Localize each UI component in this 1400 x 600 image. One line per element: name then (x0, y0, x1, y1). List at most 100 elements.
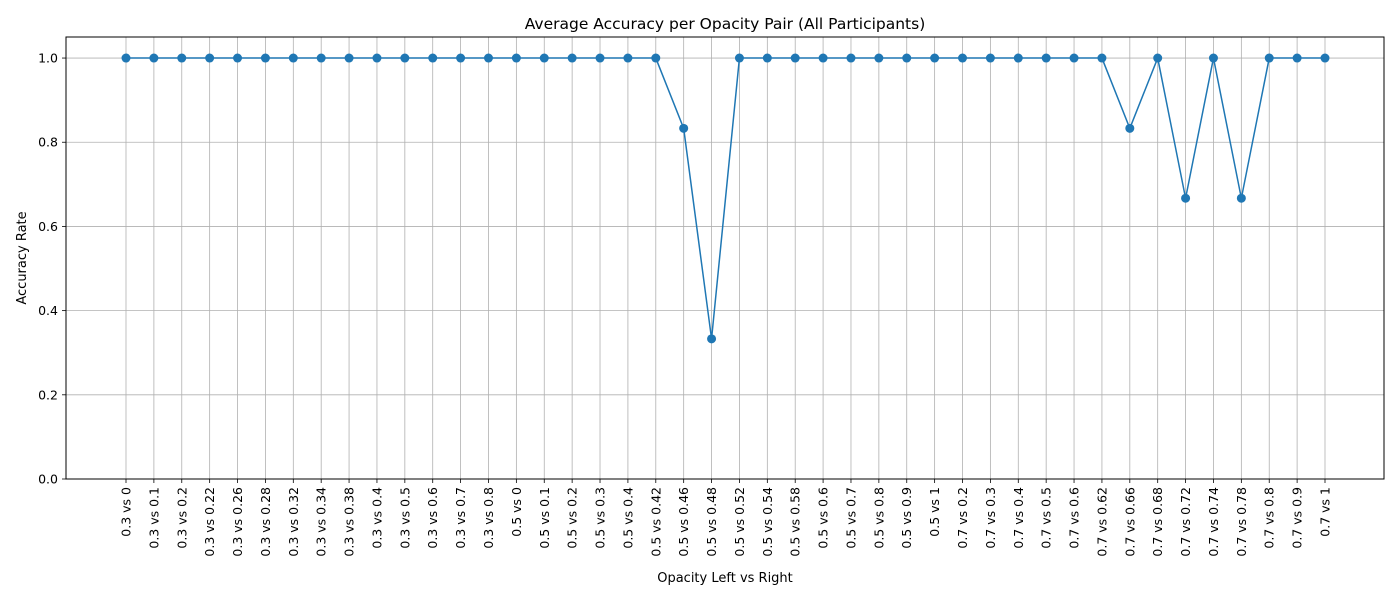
data-point (930, 53, 940, 63)
data-point (623, 53, 633, 63)
x-tick-label: 0.5 vs 0.7 (843, 487, 858, 549)
x-tick-label: 0.7 vs 0.74 (1206, 487, 1221, 557)
data-point (400, 53, 410, 63)
data-point (1069, 53, 1079, 63)
x-tick-label: 0.3 vs 0.8 (481, 487, 496, 549)
x-tick-label: 0.3 vs 0.28 (258, 487, 273, 557)
data-point (177, 53, 187, 63)
data-point (985, 53, 995, 63)
chart-title: Average Accuracy per Opacity Pair (All P… (525, 15, 926, 33)
data-point (902, 53, 912, 63)
plot-frame (65, 36, 1385, 480)
x-tick-label: 0.7 vs 0.68 (1150, 487, 1165, 557)
x-tick-label: 0.3 vs 0.6 (425, 487, 440, 549)
x-tick-label: 0.3 vs 0.4 (369, 487, 384, 549)
x-tick-label: 0.5 vs 0.6 (816, 487, 831, 549)
data-point (679, 123, 689, 133)
grid-lines (66, 37, 1384, 480)
y-tick-label: 0.6 (38, 219, 58, 234)
data-point (762, 53, 772, 63)
data-point (734, 53, 744, 63)
data-point (1320, 53, 1330, 63)
accuracy-line (126, 55, 1325, 339)
x-tick-label: 0.5 vs 0.3 (593, 487, 608, 549)
y-tick-label: 0.4 (38, 303, 58, 318)
x-tick-label: 0.7 vs 0.72 (1178, 487, 1193, 557)
x-tick-label: 0.3 vs 0.7 (453, 487, 468, 549)
data-point (567, 53, 577, 63)
x-tick-label: 0.5 vs 0.48 (704, 487, 719, 557)
data-point (233, 53, 243, 63)
x-tick-label: 0.5 vs 0.46 (676, 487, 691, 557)
data-point (1292, 53, 1302, 63)
x-tick-label: 0.3 vs 0.32 (286, 487, 301, 557)
x-tick-label: 0.7 vs 0.6 (1067, 487, 1082, 549)
x-tick-label: 0.5 vs 0.58 (788, 487, 803, 557)
x-tick-label: 0.3 vs 0.2 (174, 487, 189, 549)
x-tick-label: 0.5 vs 0.42 (648, 487, 663, 557)
data-point (1264, 53, 1274, 63)
x-tick-label: 0.7 vs 0.2 (955, 487, 970, 549)
x-tick-label: 0.5 vs 0 (509, 487, 524, 537)
x-tick-label: 0.5 vs 0.4 (620, 487, 635, 549)
data-point (1097, 53, 1107, 63)
x-tick-label: 0.7 vs 0.5 (1039, 487, 1054, 549)
x-tick-label: 0.7 vs 0.78 (1234, 487, 1249, 557)
data-point (846, 53, 856, 63)
x-tick-label: 0.3 vs 0.22 (202, 487, 217, 557)
data-point (511, 53, 521, 63)
data-point (344, 53, 354, 63)
data-point (1236, 193, 1246, 203)
data-point (372, 53, 382, 63)
x-axis-ticks: 0.3 vs 0 0.3 vs 0.1 0.3 vs 0.2 0.3 vs 0.22 0… (119, 479, 1333, 557)
x-axis-title: Opacity Left vs Right (657, 571, 793, 586)
x-tick-label: 0.5 vs 0.8 (871, 487, 886, 549)
y-tick-label: 0.2 (38, 387, 58, 402)
x-tick-label: 0.3 vs 0 (119, 487, 134, 537)
data-point (595, 53, 605, 63)
x-tick-label: 0.5 vs 0.9 (899, 487, 914, 549)
x-tick-label: 0.5 vs 0.2 (565, 487, 580, 549)
data-point (1125, 123, 1135, 133)
data-point (707, 334, 717, 344)
data-point (260, 53, 270, 63)
data-point (483, 53, 493, 63)
x-tick-label: 0.3 vs 0.26 (230, 487, 245, 557)
data-point (790, 53, 800, 63)
x-tick-label: 0.7 vs 0.8 (1262, 487, 1277, 549)
x-tick-label: 0.3 vs 0.1 (146, 487, 161, 549)
data-point (149, 53, 159, 63)
data-point (874, 53, 884, 63)
data-point (456, 53, 466, 63)
x-tick-label: 0.7 vs 0.62 (1094, 487, 1109, 557)
x-tick-label: 0.3 vs 0.34 (314, 487, 329, 557)
x-tick-label: 0.7 vs 0.9 (1290, 487, 1305, 549)
data-point (1181, 193, 1191, 203)
data-point (1208, 53, 1218, 63)
data-point (1041, 53, 1051, 63)
data-point (121, 53, 131, 63)
y-tick-label: 0.8 (38, 135, 58, 150)
x-tick-label: 0.3 vs 0.5 (397, 487, 412, 549)
data-point (288, 53, 298, 63)
data-point (539, 53, 549, 63)
x-tick-label: 0.5 vs 0.1 (537, 487, 552, 549)
data-point (1153, 53, 1163, 63)
x-tick-label: 0.7 vs 1 (1318, 487, 1333, 537)
x-tick-label: 0.7 vs 0.3 (983, 487, 998, 549)
data-point (958, 53, 968, 63)
x-tick-label: 0.7 vs 0.66 (1122, 487, 1137, 557)
x-tick-label: 0.7 vs 0.4 (1011, 487, 1026, 549)
x-tick-label: 0.5 vs 0.54 (760, 487, 775, 557)
y-axis-title: Accuracy Rate (15, 211, 30, 304)
data-point (316, 53, 326, 63)
accuracy-series (121, 53, 1330, 344)
x-tick-label: 0.3 vs 0.38 (342, 487, 357, 557)
data-point (651, 53, 661, 63)
data-point (1013, 53, 1023, 63)
data-point (818, 53, 828, 63)
y-tick-label: 1.0 (38, 51, 58, 66)
x-tick-label: 0.5 vs 1 (927, 487, 942, 537)
